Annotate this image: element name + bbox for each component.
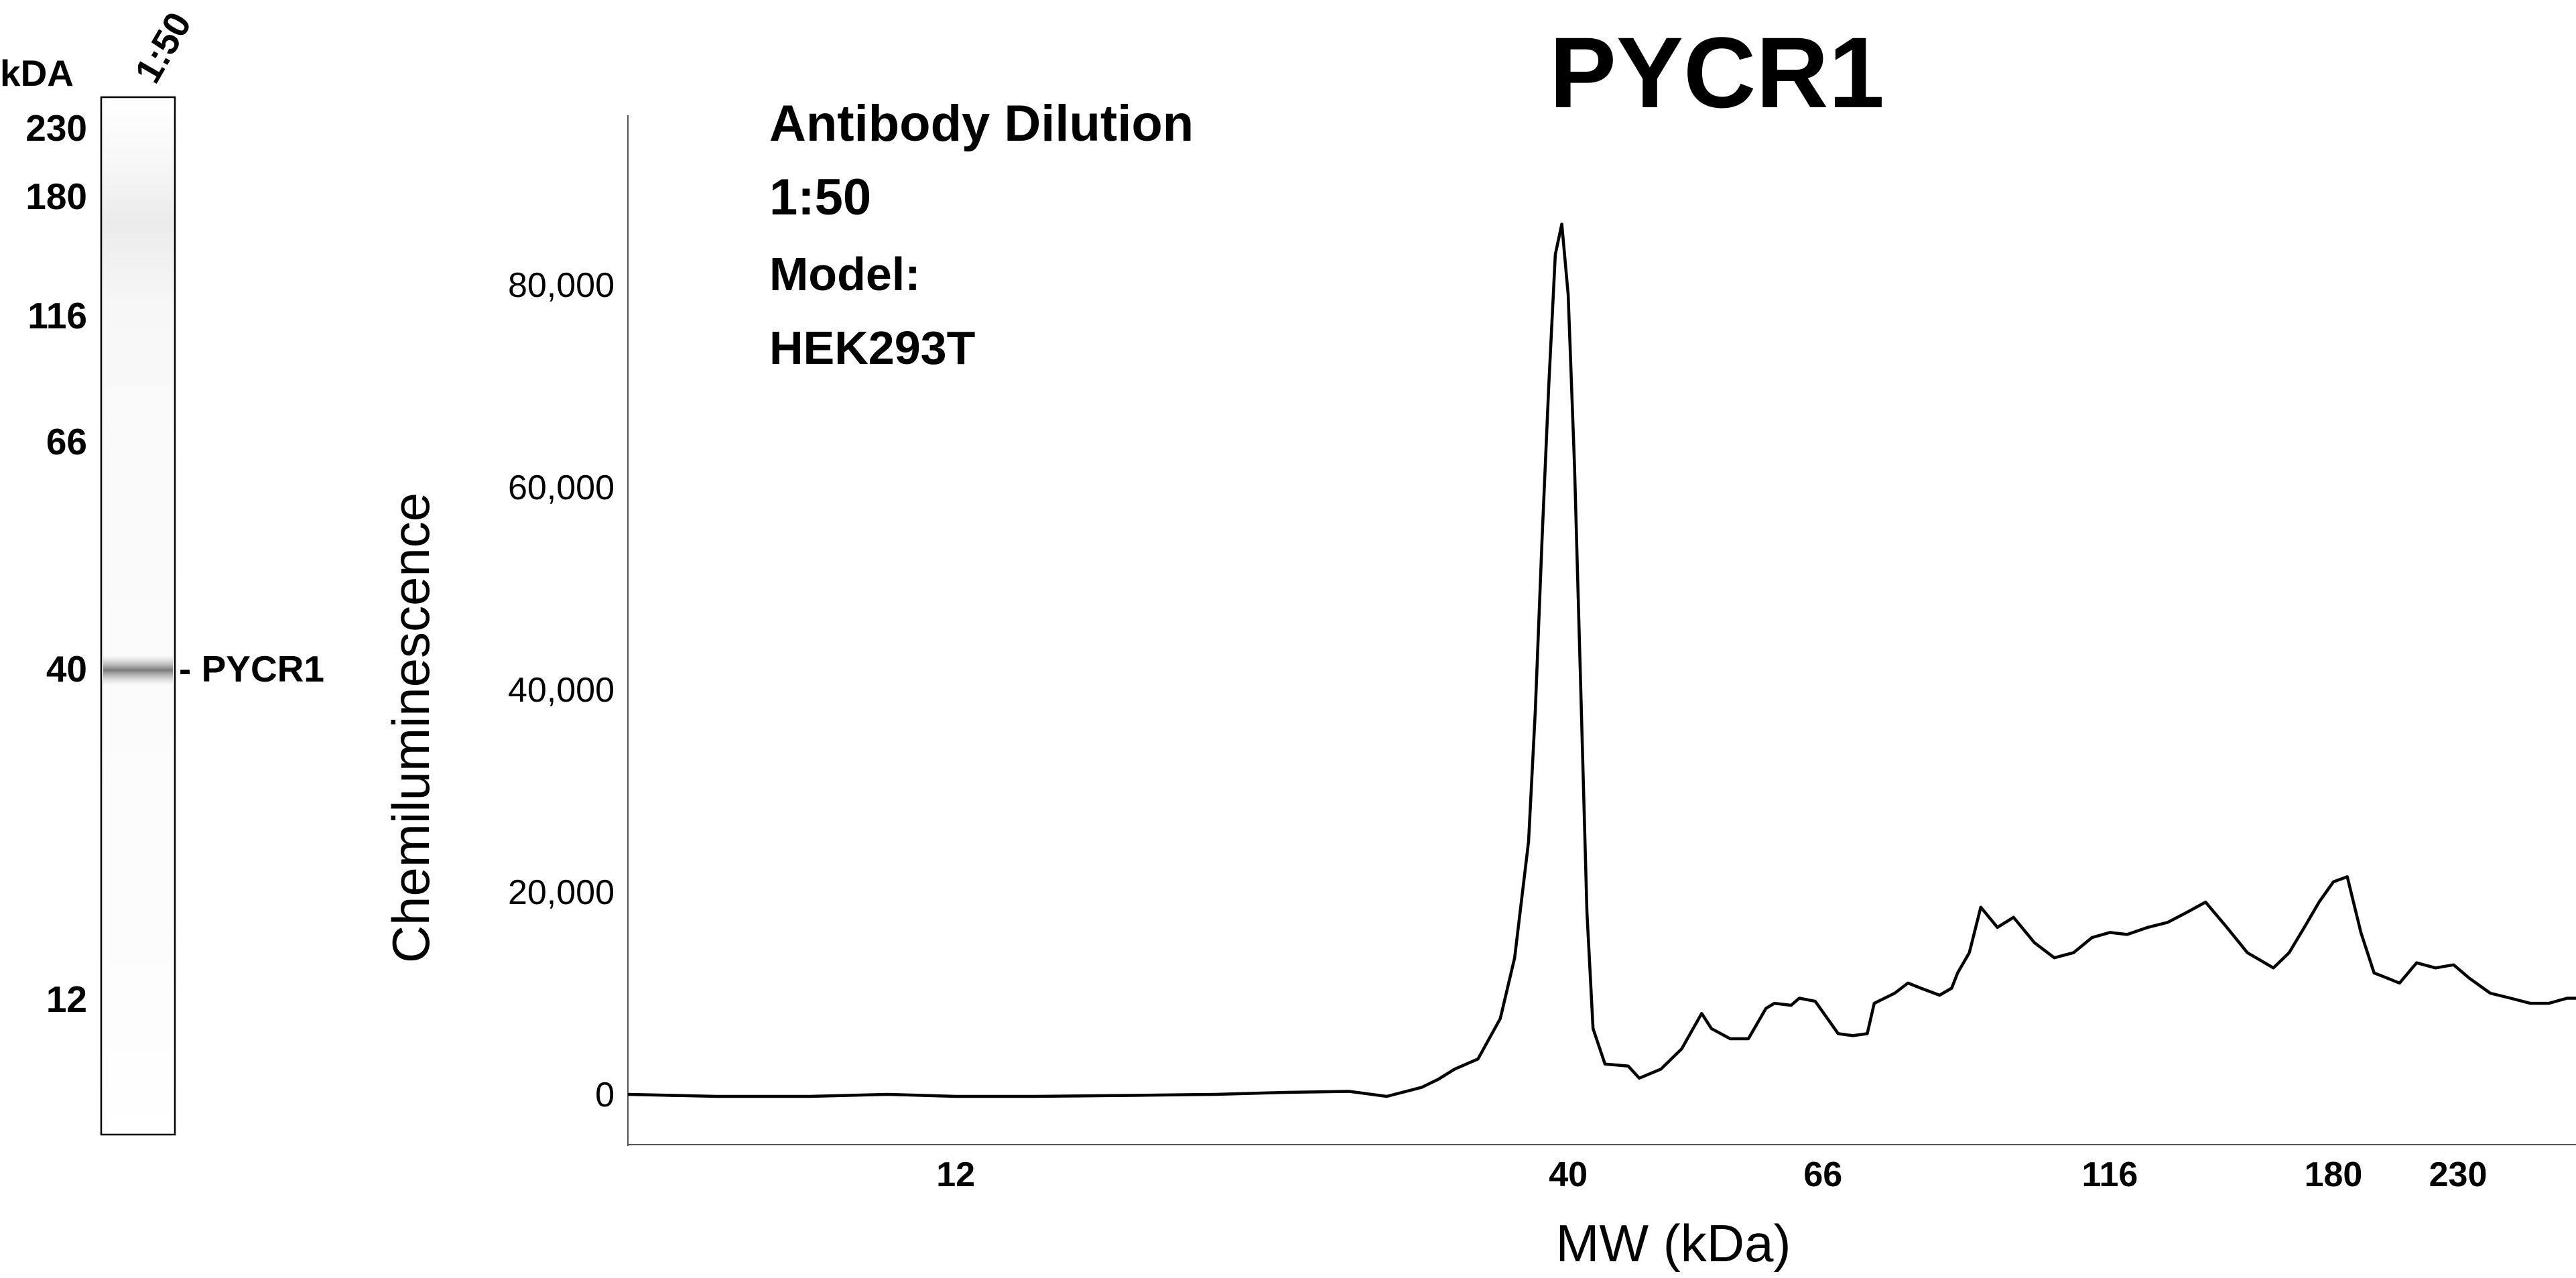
x-tick-label: 230 <box>2429 1155 2488 1194</box>
x-axis-label: MW (kDa) <box>1556 1214 1791 1273</box>
blot-tick-label: 66 <box>46 421 87 462</box>
y-tick-label: 60,000 <box>508 468 615 507</box>
blot-kda-label: kDA <box>0 52 74 94</box>
blot-tick-label: 12 <box>46 978 87 1020</box>
x-tick-label: 66 <box>1803 1155 1842 1194</box>
annotation-line: HEK293T <box>769 322 975 374</box>
blot-tick-labels: 230 180 116 66 40 12 <box>25 107 87 1020</box>
y-tick-label: 80,000 <box>508 266 615 305</box>
chart-annotation: Antibody Dilution 1:50 Model: HEK293T <box>769 95 1194 374</box>
y-tick-label: 0 <box>595 1076 615 1114</box>
blot-panel: kDA 1:50 230 180 116 66 40 12 - PYCR1 <box>0 5 324 1136</box>
annotation-line: Antibody Dilution <box>769 95 1194 152</box>
blot-lane-label: 1:50 <box>127 5 200 90</box>
x-tick-label: 40 <box>1549 1155 1588 1194</box>
x-tick-label: 12 <box>936 1155 975 1194</box>
blot-band-label: - PYCR1 <box>179 648 324 690</box>
blot-tick-label: 40 <box>46 648 87 690</box>
blot-tick-label: 180 <box>25 176 87 217</box>
blot-tick-label: 116 <box>27 295 87 336</box>
blot-band <box>103 655 173 685</box>
x-axis-ticks: 12 40 66 116 180 230 <box>936 1155 2487 1194</box>
chart-title: PYCR1 <box>1549 16 1884 129</box>
annotation-line: 1:50 <box>769 169 871 226</box>
series-line <box>627 222 2576 1098</box>
y-tick-label: 40,000 <box>508 671 615 710</box>
x-tick-label: 180 <box>2305 1155 2363 1194</box>
chart: PYCR1 Antibody Dilution 1:50 Model: HEK293T… <box>381 16 2576 1273</box>
blot-tick-label: 230 <box>25 107 87 149</box>
y-axis-ticks: 0 20,000 40,000 60,000 80,000 <box>508 266 615 1114</box>
y-tick-label: 20,000 <box>508 873 615 912</box>
x-tick-label: 116 <box>2081 1155 2138 1194</box>
annotation-line: Model: <box>769 248 921 300</box>
blot-lane <box>100 96 176 1136</box>
series-group <box>627 222 2576 1098</box>
y-axis-label: Chemiluminescence <box>381 493 440 963</box>
